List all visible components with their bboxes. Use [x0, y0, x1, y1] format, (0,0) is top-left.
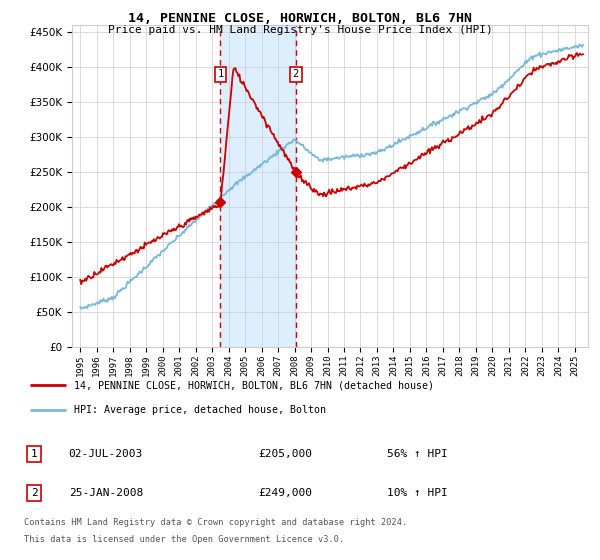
- Text: 2: 2: [31, 488, 37, 498]
- Text: HPI: Average price, detached house, Bolton: HPI: Average price, detached house, Bolt…: [74, 405, 326, 415]
- Bar: [220, 25, 296, 347]
- Text: £249,000: £249,000: [259, 488, 313, 498]
- Text: 02-JUL-2003: 02-JUL-2003: [68, 449, 143, 459]
- Text: Price paid vs. HM Land Registry's House Price Index (HPI): Price paid vs. HM Land Registry's House …: [107, 25, 493, 35]
- Text: 2: 2: [293, 69, 299, 79]
- Text: 10% ↑ HPI: 10% ↑ HPI: [387, 488, 448, 498]
- Text: Contains HM Land Registry data © Crown copyright and database right 2024.: Contains HM Land Registry data © Crown c…: [24, 518, 407, 527]
- Text: 14, PENNINE CLOSE, HORWICH, BOLTON, BL6 7HN: 14, PENNINE CLOSE, HORWICH, BOLTON, BL6 …: [128, 12, 472, 25]
- Text: This data is licensed under the Open Government Licence v3.0.: This data is licensed under the Open Gov…: [24, 535, 344, 544]
- Text: 1: 1: [31, 449, 37, 459]
- Text: £205,000: £205,000: [259, 449, 313, 459]
- Text: 25-JAN-2008: 25-JAN-2008: [68, 488, 143, 498]
- Text: 14, PENNINE CLOSE, HORWICH, BOLTON, BL6 7HN (detached house): 14, PENNINE CLOSE, HORWICH, BOLTON, BL6 …: [74, 380, 434, 390]
- Text: 1: 1: [217, 69, 223, 79]
- Text: 56% ↑ HPI: 56% ↑ HPI: [387, 449, 448, 459]
